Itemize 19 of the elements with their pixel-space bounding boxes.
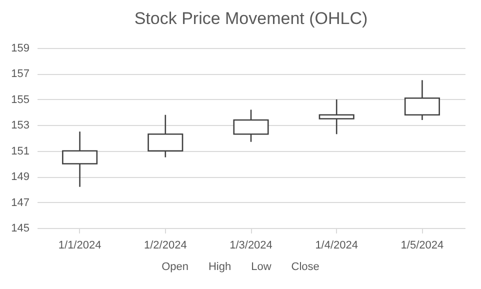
text: Close: [291, 261, 320, 273]
x-tick-label: 1/3/2024: [230, 240, 272, 252]
candlestick: [318, 98, 354, 135]
y-tick-label: 149: [11, 171, 30, 184]
x-tick-label: 1/5/2024: [400, 240, 444, 252]
text: Open: [162, 261, 188, 273]
y-tick-label: 155: [11, 94, 30, 106]
y-tick-label: 153: [11, 120, 30, 132]
chart-title: Stock Price Movement (OHLC): [134, 9, 368, 28]
y-tick-label: 157: [11, 68, 30, 80]
y-tick-label: 145: [11, 222, 30, 234]
y-tick-label: 151: [11, 145, 30, 158]
x-tick-label: 1/4/2024: [315, 240, 358, 252]
y-tick-label: 159: [11, 42, 30, 54]
y-tick-label: 147: [11, 196, 30, 209]
text: Low: [251, 261, 272, 273]
x-tick-label: 1/2/2024: [144, 240, 187, 252]
x-tick-label: 1/1/2024: [58, 240, 102, 252]
text: High: [208, 261, 232, 273]
